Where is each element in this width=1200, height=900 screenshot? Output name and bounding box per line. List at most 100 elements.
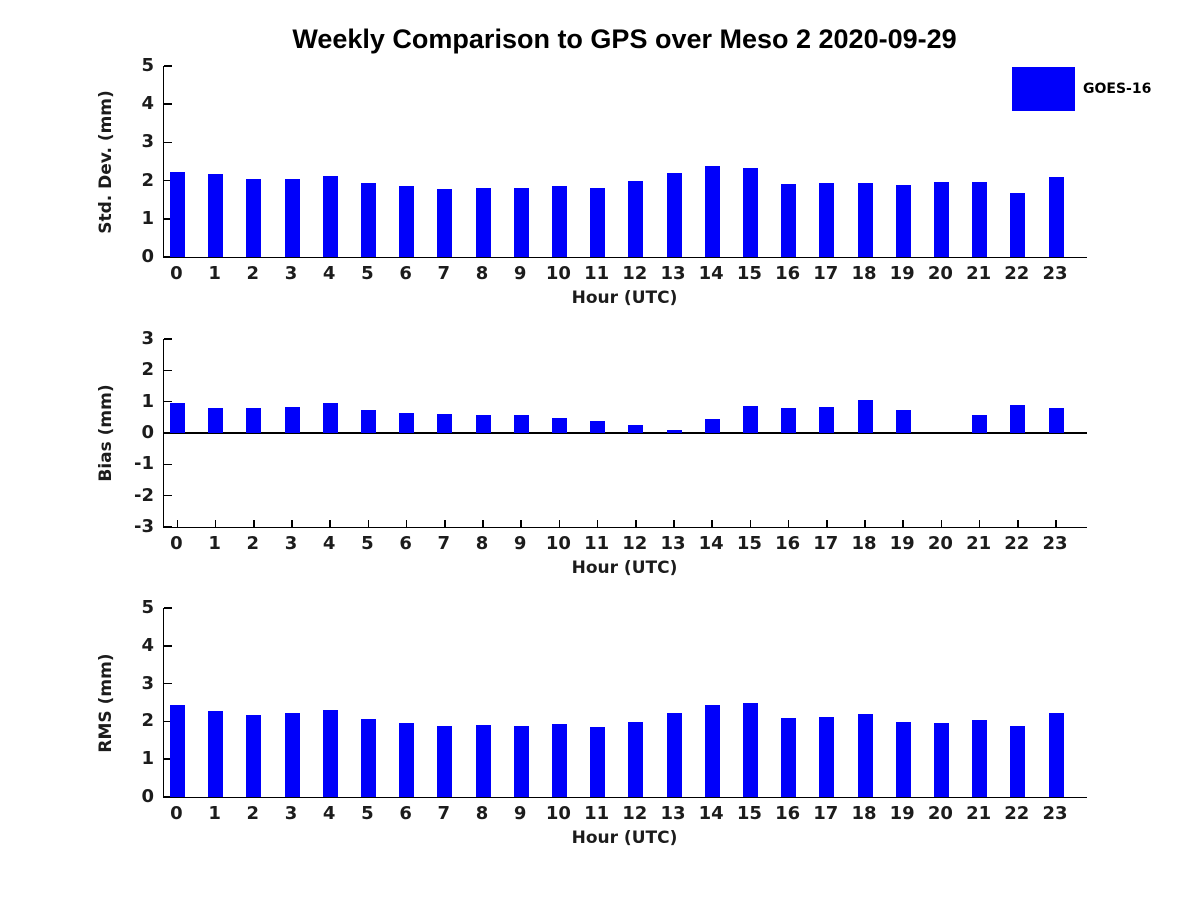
- std-dev-bar-hour-5: [360, 182, 376, 257]
- zero-baseline: [164, 432, 1087, 434]
- x-tick-mark: [444, 520, 446, 527]
- x-tick-label-10: 10: [545, 533, 571, 554]
- x-tick-mark: [405, 520, 408, 527]
- std-dev-bar-hour-6: [399, 185, 415, 257]
- x-tick-label-8: 8: [475, 263, 489, 284]
- x-tick-label-18: 18: [851, 803, 877, 824]
- x-tick-mark: [214, 520, 217, 527]
- rms-x-axis-label: Hour (UTC): [571, 828, 678, 848]
- bias-bar-hour-11: [590, 421, 606, 433]
- rms-bar-hour-9: [513, 725, 529, 797]
- y-tick-label-4: 4: [141, 93, 154, 115]
- std-dev-bar-hour-12: [628, 181, 644, 257]
- legend-swatch: [1012, 67, 1075, 111]
- y-tick-label-1: 1: [141, 748, 154, 770]
- x-tick-label-13: 13: [660, 803, 686, 824]
- x-tick-label-11: 11: [584, 263, 610, 284]
- x-tick-label-2: 2: [246, 803, 260, 824]
- x-tick-label-17: 17: [813, 803, 839, 824]
- bias-bar-hour-19: [895, 410, 911, 433]
- x-tick-label-19: 19: [889, 533, 915, 554]
- x-tick-label-12: 12: [622, 263, 648, 284]
- x-tick-label-13: 13: [660, 533, 686, 554]
- y-tick-label-0: 0: [141, 422, 154, 443]
- x-tick-label-2: 2: [246, 533, 260, 554]
- x-tick-label-0: 0: [170, 263, 183, 284]
- y-tick-label-0: 0: [141, 246, 154, 267]
- x-tick-mark: [291, 520, 293, 527]
- rms-bar-hour-10: [551, 724, 567, 797]
- y-tick-label-3: 3: [141, 672, 154, 694]
- x-tick-label-9: 9: [513, 263, 527, 284]
- rms-bar-hour-17: [819, 717, 835, 797]
- x-tick-label-0: 0: [170, 533, 183, 554]
- rms-bar-hour-8: [475, 725, 491, 797]
- x-tick-label-5: 5: [361, 803, 374, 824]
- std-dev-bar-hour-1: [208, 174, 224, 257]
- rms-bar-hour-15: [742, 703, 758, 797]
- y-tick-label--2: -2: [134, 484, 154, 506]
- rms-bar-hour-4: [322, 709, 338, 797]
- y-tick-mark: [164, 400, 172, 403]
- x-tick-label-13: 13: [660, 263, 686, 284]
- x-tick-label-14: 14: [698, 263, 724, 284]
- x-tick-label-20: 20: [927, 263, 953, 284]
- x-tick-label-4: 4: [322, 803, 336, 824]
- rms-bar-hour-16: [781, 718, 797, 797]
- bias-bar-hour-15: [742, 406, 758, 433]
- x-tick-label-18: 18: [851, 263, 877, 284]
- y-tick-mark: [164, 103, 172, 105]
- x-tick-mark: [1017, 520, 1019, 527]
- y-tick-label-3: 3: [141, 328, 154, 349]
- x-tick-label-15: 15: [736, 263, 762, 284]
- y-tick-mark: [164, 256, 172, 258]
- y-tick-label-2: 2: [141, 169, 154, 191]
- x-tick-label-8: 8: [475, 803, 489, 824]
- std-dev-bar-hour-16: [781, 183, 797, 257]
- bias-bar-hour-6: [399, 413, 415, 433]
- bias-plot-area: [163, 338, 1087, 528]
- std-dev-bar-hour-15: [742, 167, 758, 257]
- x-tick-label-21: 21: [966, 533, 992, 554]
- bias-bar-hour-14: [704, 418, 720, 433]
- bias-bar-hour-8: [475, 415, 491, 433]
- x-tick-label-23: 23: [1042, 803, 1068, 824]
- x-tick-label-6: 6: [399, 263, 412, 284]
- x-tick-label-7: 7: [437, 263, 451, 284]
- y-tick-mark: [164, 758, 172, 760]
- y-tick-mark: [164, 720, 172, 723]
- bias-bar-hour-21: [972, 415, 988, 433]
- bias-bar-hour-4: [322, 402, 338, 433]
- std-dev-bar-hour-20: [933, 181, 949, 257]
- x-tick-label-14: 14: [698, 803, 724, 824]
- x-tick-label-5: 5: [361, 263, 374, 284]
- y-tick-label--3: -3: [134, 516, 154, 537]
- x-tick-label-22: 22: [1004, 803, 1030, 824]
- rms-bar-hour-1: [208, 711, 224, 797]
- x-tick-mark: [749, 520, 752, 527]
- x-tick-label-5: 5: [361, 533, 374, 554]
- y-tick-mark: [164, 526, 172, 528]
- x-tick-label-1: 1: [208, 263, 221, 284]
- x-tick-label-4: 4: [322, 533, 336, 554]
- bias-x-axis-label: Hour (UTC): [571, 558, 678, 578]
- std-dev-bar-hour-3: [284, 179, 300, 257]
- y-tick-label-5: 5: [141, 55, 154, 76]
- rms-bar-hour-11: [590, 727, 606, 797]
- std-dev-bar-hour-23: [1048, 177, 1064, 257]
- std-dev-bar-hour-14: [704, 166, 720, 257]
- rms-bar-hour-2: [246, 714, 262, 797]
- x-tick-label-22: 22: [1004, 533, 1030, 554]
- x-tick-label-10: 10: [545, 803, 571, 824]
- std-dev-bar-hour-11: [590, 188, 606, 257]
- x-tick-label-2: 2: [246, 263, 260, 284]
- bias-bar-hour-9: [513, 415, 529, 433]
- x-tick-label-8: 8: [475, 533, 489, 554]
- x-tick-label-17: 17: [813, 533, 839, 554]
- y-tick-mark: [164, 682, 172, 685]
- x-tick-label-16: 16: [775, 263, 801, 284]
- rms-bar-hour-21: [972, 719, 988, 797]
- y-tick-label-4: 4: [141, 634, 154, 656]
- x-tick-label-21: 21: [966, 803, 992, 824]
